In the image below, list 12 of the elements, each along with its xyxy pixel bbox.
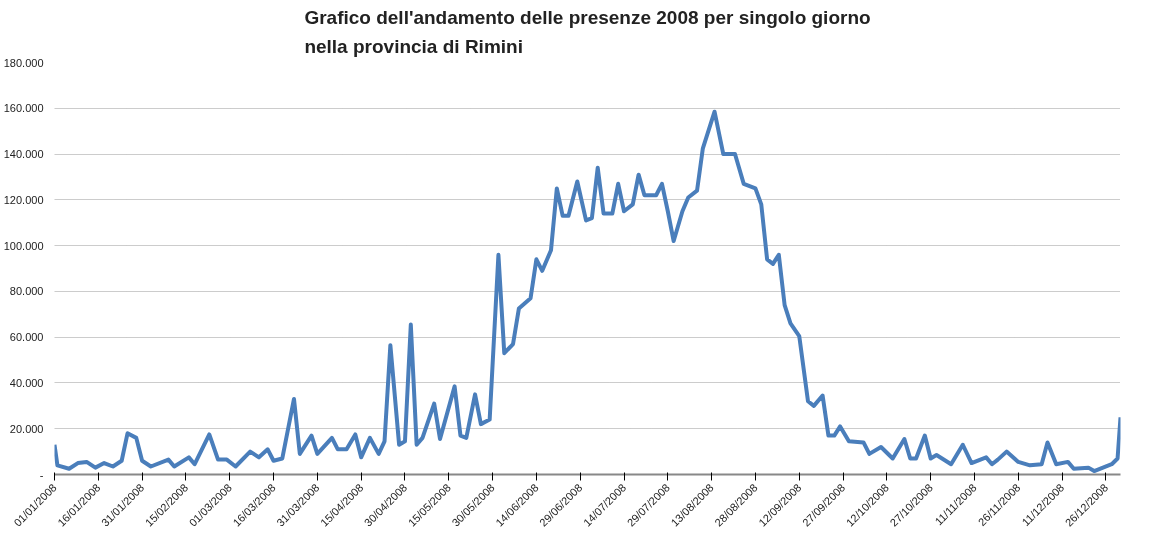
y-tick-label: 60.000 <box>9 331 44 344</box>
y-tick-label: 140.000 <box>3 148 44 161</box>
y-tick-label: 40.000 <box>9 376 44 389</box>
y-tick-label: 120.000 <box>3 193 44 206</box>
y-tick-label: 100.000 <box>3 239 44 252</box>
chart-title: Grafico dell'andamento delle presenze 2008 per singolo giorno nella provincia di Rimini <box>304 7 871 58</box>
y-tick-label: 80.000 <box>9 285 44 298</box>
y-tick-label: 160.000 <box>3 102 44 115</box>
y-tick-label: - <box>39 468 44 481</box>
y-tick-label: 180.000 <box>3 56 44 69</box>
y-tick-label: 20.000 <box>9 422 44 435</box>
line-series <box>54 109 1121 474</box>
